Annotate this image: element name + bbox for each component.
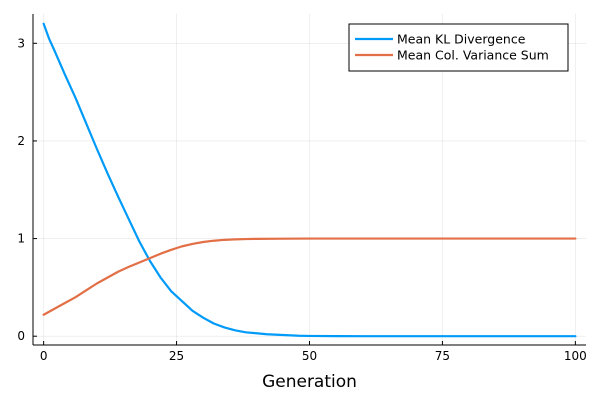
series-line-1 (42, 22, 577, 338)
x-axis-title: Generation (262, 372, 357, 392)
y-tick-label: 0 (17, 329, 25, 343)
y-tick-label: 3 (17, 36, 25, 50)
series-line-2 (42, 237, 577, 316)
axes (32, 14, 586, 346)
x-tick-label: 0 (40, 349, 48, 363)
legend-label: Mean Col. Variance Sum (397, 48, 549, 63)
x-tick-label: 75 (435, 349, 450, 363)
legend-label: Mean KL Divergence (397, 32, 526, 47)
tick-labels: 0 25 50 75 100 0 1 2 3 (17, 36, 586, 363)
x-tick-label: 25 (169, 349, 184, 363)
y-tick-label: 2 (17, 134, 25, 148)
series-lines (42, 22, 577, 338)
legend-box (348, 23, 569, 72)
y-tick-label: 1 (17, 232, 25, 246)
x-tick-label: 50 (302, 349, 317, 363)
x-tick-label: 100 (564, 349, 587, 363)
